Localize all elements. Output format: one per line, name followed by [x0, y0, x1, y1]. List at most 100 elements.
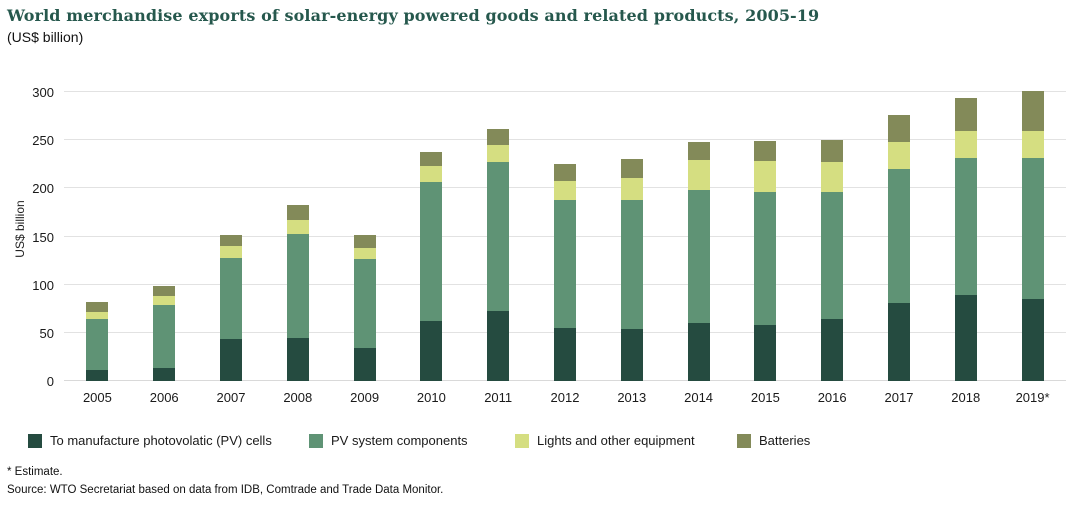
bar-slot: 2006: [131, 92, 198, 405]
x-tick-label: 2012: [550, 390, 580, 405]
bar-segment: [553, 199, 576, 329]
stacked-bar-2007: [219, 234, 242, 381]
bar-segment: [353, 248, 376, 259]
x-tick-label: 2010: [416, 390, 446, 405]
bar-segment: [420, 321, 443, 381]
chart-legend: To manufacture photovolatic (PV) cells PV…: [0, 433, 1080, 449]
plot-area: 0 50 100 150 200 250 300 2005 2006 2007 2008 2009 20…: [32, 85, 1066, 405]
legend-item: Lights and other equipment: [515, 433, 695, 448]
x-tick-label: 2015: [750, 390, 780, 405]
x-tick-label: 2006: [149, 390, 179, 405]
stacked-bar-2017: [887, 115, 910, 381]
legend-label: To manufacture photovolatic (PV) cells: [50, 433, 272, 448]
bar-segment: [821, 319, 844, 381]
bar-segment: [420, 181, 443, 322]
bar-segment: [620, 328, 643, 381]
bar-segment: [487, 310, 510, 381]
stacked-bar-2012: [553, 164, 576, 381]
bar-segment: [153, 304, 176, 369]
bar-segment: [487, 128, 510, 146]
legend-swatch-icon: [737, 433, 751, 448]
bar-segment: [86, 319, 109, 371]
stacked-bar-2016: [821, 140, 844, 381]
bar-segment: [887, 169, 910, 303]
bar-segment: [687, 142, 710, 161]
bar-segment: [353, 234, 376, 249]
legend-item: PV system components: [309, 433, 468, 448]
x-tick-label: 2005: [82, 390, 112, 405]
bar-segment: [86, 370, 109, 381]
stacked-bar-2010: [420, 151, 443, 381]
bar-segment: [687, 323, 710, 381]
bar-slot: 2014: [665, 92, 732, 405]
bar-slot: 2011: [465, 92, 532, 405]
bar-segment: [86, 311, 109, 320]
bar-segment: [1021, 299, 1044, 381]
bar-segment: [954, 158, 977, 296]
legend-swatch-icon: [309, 433, 323, 448]
bar-segment: [954, 130, 977, 159]
bar-slot: 2016: [799, 92, 866, 405]
stacked-bar-2018: [954, 97, 977, 381]
bar-segment: [487, 162, 510, 311]
bar-segment: [1021, 91, 1044, 131]
bar-segment: [286, 204, 309, 221]
x-tick-label: 2011: [484, 390, 513, 405]
y-tick-label: 150: [32, 229, 54, 245]
bar-segment: [754, 192, 777, 326]
y-tick-label: 0: [46, 374, 54, 389]
bar-segment: [153, 285, 176, 297]
bar-segment: [754, 141, 777, 162]
bar-segment: [219, 234, 242, 247]
gridline: [64, 91, 1066, 92]
x-tick-label: 2016: [817, 390, 847, 405]
bar-segment: [687, 160, 710, 191]
bar-segment: [887, 142, 910, 170]
bar-slot: 2019*: [999, 91, 1066, 405]
bar-slot: 2008: [264, 92, 331, 405]
bar-segment: [420, 166, 443, 182]
bar-segment: [286, 233, 309, 338]
bar-slot: 2009: [331, 92, 398, 405]
bar-segment: [821, 140, 844, 163]
footnote-estimate: * Estimate.: [7, 466, 63, 478]
bars-row: 2005 2006 2007 2008 2009 2010 2011 2012 2013 2014…: [64, 91, 1066, 405]
bar-segment: [553, 164, 576, 181]
bar-segment: [286, 220, 309, 234]
y-tick-label: 200: [32, 181, 54, 197]
stacked-bar-2008: [286, 204, 309, 381]
bar-segment: [620, 177, 643, 200]
y-tick-label: 50: [39, 325, 54, 341]
bar-slot: 2015: [732, 92, 799, 405]
chart-subtitle: (US$ billion): [7, 29, 84, 45]
gridline: [64, 139, 1066, 141]
bar-segment: [353, 258, 376, 349]
bar-segment: [420, 151, 443, 167]
bar-segment: [353, 348, 376, 381]
legend-swatch-icon: [515, 433, 529, 448]
bar-segment: [620, 159, 643, 178]
stacked-bar-2019: [1021, 91, 1044, 381]
y-tick-label: 300: [32, 85, 54, 100]
bar-segment: [86, 302, 109, 312]
bar-segment: [887, 115, 910, 143]
bar-segment: [754, 325, 777, 381]
x-tick-label: 2018: [951, 390, 981, 405]
bar-segment: [487, 145, 510, 163]
x-tick-label: 2009: [350, 390, 380, 405]
bar-segment: [954, 97, 977, 131]
legend-label: PV system components: [331, 433, 468, 448]
stacked-bar-2011: [487, 128, 510, 381]
bar-segment: [153, 368, 176, 381]
bar-segment: [954, 295, 977, 381]
bar-segment: [553, 180, 576, 200]
bar-segment: [887, 302, 910, 381]
bar-segment: [821, 192, 844, 320]
x-tick-label: 2007: [216, 390, 246, 405]
bar-segment: [1021, 130, 1044, 158]
legend-item: To manufacture photovolatic (PV) cells: [28, 433, 272, 448]
legend-label: Batteries: [759, 433, 811, 448]
bar-slot: 2005: [64, 92, 131, 405]
legend-label: Lights and other equipment: [537, 433, 695, 448]
